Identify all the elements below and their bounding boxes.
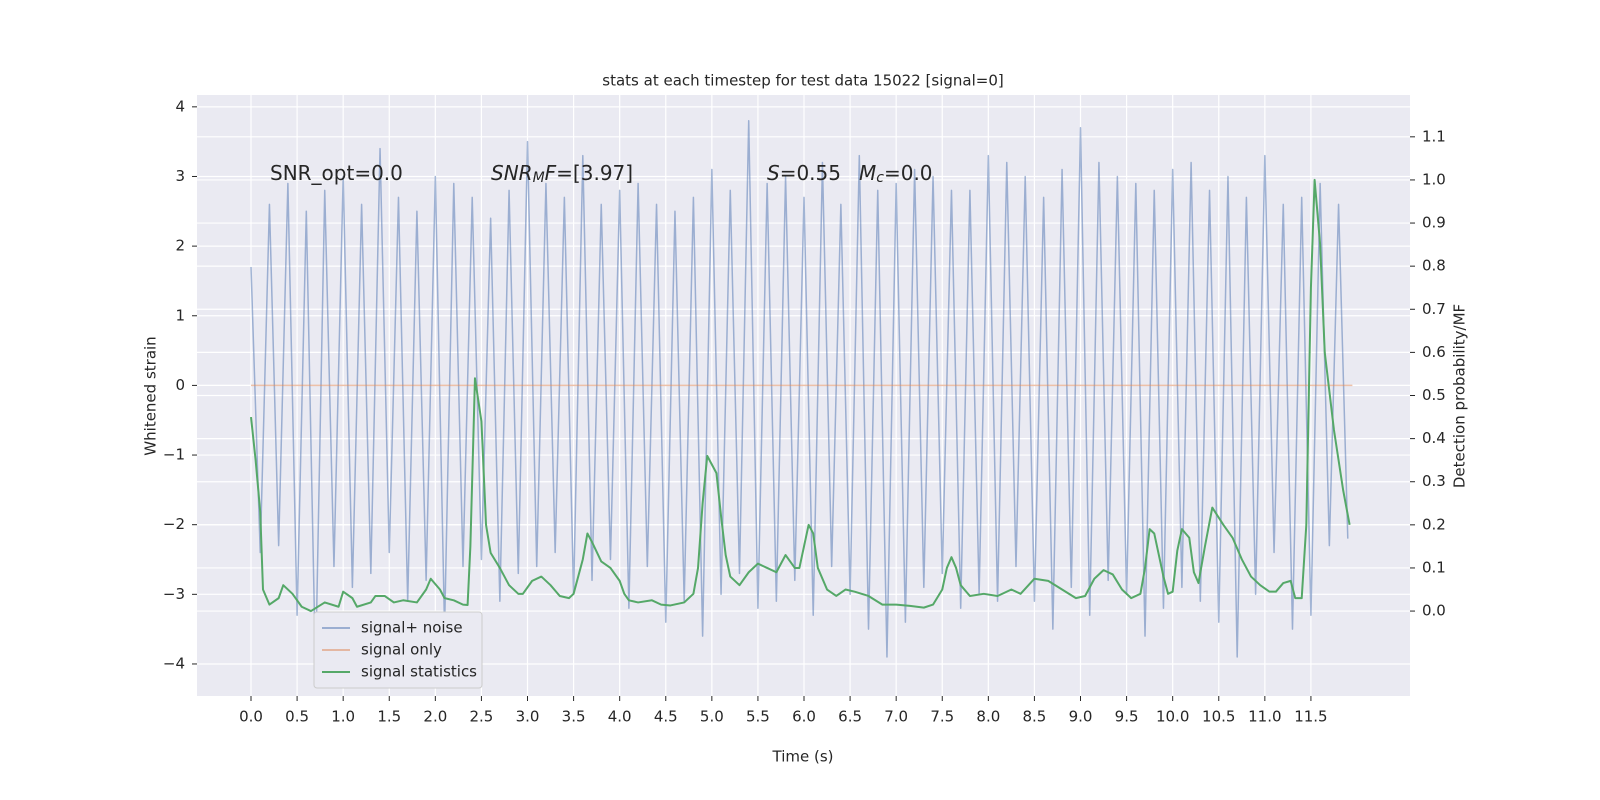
annotation: S=0.55 Mc=0.0 (767, 161, 933, 186)
y-tick-label: −4 (163, 654, 185, 672)
y-tick-label: 0 (175, 376, 185, 394)
y2-tick-label: 0.1 (1422, 558, 1446, 576)
x-tick-label: 2.5 (469, 708, 493, 726)
x-tick-label: 7.5 (930, 708, 954, 726)
x-tick-label: 9.0 (1069, 708, 1093, 726)
x-tick-label: 11.0 (1248, 708, 1281, 726)
series-line (250, 178, 1351, 613)
annotation: SNRMF=[3.97] (491, 161, 633, 186)
x-tick-label: 8.0 (976, 708, 1000, 726)
x-tick-label: 1.0 (331, 708, 355, 726)
y2-tick-label: 0.0 (1422, 602, 1446, 620)
y2-tick-label: 0.2 (1422, 515, 1446, 533)
x-tick-label: 11.5 (1294, 708, 1327, 726)
legend-label: signal statistics (361, 663, 477, 681)
y-tick-label: 4 (175, 97, 185, 115)
y-tick-label: 1 (175, 306, 185, 324)
x-axis-label: Time (s) (772, 748, 834, 766)
y2-tick-label: 0.7 (1422, 300, 1446, 318)
legend-label: signal only (361, 641, 442, 659)
x-tick-label: 3.5 (562, 708, 586, 726)
annotation-part: SNR (491, 161, 533, 185)
y-tick-label: −1 (163, 446, 185, 464)
annotation-part: M (859, 161, 876, 185)
annotation-part: F (545, 161, 557, 185)
y2-tick-label: 1.0 (1422, 170, 1446, 188)
annotation-part: M (533, 170, 545, 186)
x-tick-label: 4.5 (654, 708, 678, 726)
x-tick-label: 4.0 (608, 708, 632, 726)
x-tick-label: 5.5 (746, 708, 770, 726)
y2-tick-label: 0.4 (1422, 429, 1446, 447)
annotation-part: S (767, 161, 780, 185)
annotation-part: =0.0 (884, 161, 933, 185)
y2-tick-label: 0.9 (1422, 214, 1446, 232)
x-tick-label: 2.0 (423, 708, 447, 726)
x-tick-label: 7.0 (884, 708, 908, 726)
annotation-part: c (876, 170, 884, 186)
y2-tick-label: 0.8 (1422, 257, 1446, 275)
y2-tick-label: 0.6 (1422, 343, 1446, 361)
y-tick-label: −2 (163, 515, 185, 533)
x-tick-label: 3.0 (516, 708, 540, 726)
chart-title: stats at each timestep for test data 150… (602, 72, 1003, 90)
x-tick-label: 6.5 (838, 708, 862, 726)
x-tick-label: 1.5 (377, 708, 401, 726)
x-tick-label: 10.0 (1156, 708, 1189, 726)
series-line (250, 120, 1349, 672)
x-tick-label: 6.0 (792, 708, 816, 726)
x-tick-label: 0.5 (285, 708, 309, 726)
y-axis-label: Whitened strain (142, 336, 160, 455)
y2-tick-label: 0.5 (1422, 386, 1446, 404)
y2-tick-label: 1.1 (1422, 127, 1446, 145)
y-tick-label: −3 (163, 585, 185, 603)
x-tick-label: 8.5 (1022, 708, 1046, 726)
x-tick-label: 5.0 (700, 708, 724, 726)
x-tick-label: 10.5 (1202, 708, 1235, 726)
annotation-part: SNR_opt=0.0 (270, 161, 403, 185)
legend-box (313, 611, 483, 689)
x-tick-label: 0.0 (239, 708, 263, 726)
y2-axis-label: Detection probability/MF (1451, 304, 1469, 488)
annotation-part: =0.55 (780, 161, 841, 185)
x-tick-label: 9.5 (1115, 708, 1139, 726)
legend-label: signal+ noise (361, 619, 463, 637)
y-tick-label: 2 (175, 237, 185, 255)
y-tick-label: 3 (175, 167, 185, 185)
annotation: SNR_opt=0.0 (270, 161, 403, 185)
y2-tick-label: 0.3 (1422, 472, 1446, 490)
annotation-part: =[3.97] (556, 161, 633, 185)
